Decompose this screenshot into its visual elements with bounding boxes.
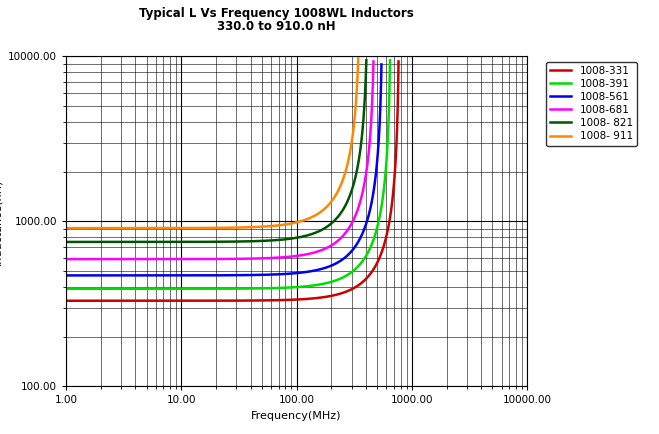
1008-391 [314,282,322,287]
1008-391 [62,286,70,291]
1008- 821 [317,228,325,233]
Line: 1008- 821: 1008- 821 [66,60,366,242]
Y-axis label: Inductance(nH): Inductance(nH) [0,178,3,265]
1008-331 [362,276,370,281]
1008-391 [202,286,210,291]
1008-561 [158,273,165,278]
1008-391 [376,214,384,220]
1008-331 [105,298,113,303]
1008-561 [270,272,278,277]
1008- 911 [62,226,70,231]
1008-331 [138,298,146,303]
1008- 911 [298,218,306,224]
1008-391 [386,58,394,63]
1008-331 [62,298,70,303]
1008-391 [214,286,221,291]
1008- 911 [91,226,99,231]
1008- 911 [315,210,323,216]
1008-331 [395,59,403,64]
1008-681 [196,256,204,262]
Legend: 1008-331, 1008-391, 1008-561, 1008-681, 1008- 821, 1008- 911: 1008-331, 1008-391, 1008-561, 1008-681, … [546,62,637,145]
Text: 330.0 to 910.0 nH: 330.0 to 910.0 nH [217,20,336,33]
Line: 1008-331: 1008-331 [66,62,399,301]
1008-561 [378,62,386,67]
1008- 821 [196,239,204,244]
Line: 1008-391: 1008-391 [66,60,390,289]
1008-391 [252,286,260,291]
1008-561 [62,273,70,278]
1008-681 [370,59,378,64]
1008- 821 [62,239,70,244]
1008- 911 [141,226,149,231]
1008-561 [208,273,215,278]
1008- 911 [243,225,251,230]
1008-331 [324,294,331,299]
Line: 1008-561: 1008-561 [66,64,382,276]
1008-391 [248,286,256,291]
1008-561 [291,271,299,276]
1008-681 [164,256,172,262]
1008-681 [259,256,267,261]
1008-561 [218,273,226,278]
1008-561 [200,273,208,278]
1008- 821 [113,239,121,244]
Text: Typical L Vs Frequency 1008WL Inductors: Typical L Vs Frequency 1008WL Inductors [140,7,414,20]
1008- 821 [362,58,370,63]
X-axis label: Frequency(MHz): Frequency(MHz) [251,411,342,421]
1008- 911 [355,56,362,61]
1008-681 [62,256,70,262]
1008-331 [85,298,93,303]
1008- 821 [96,239,104,244]
1008- 821 [140,239,148,244]
1008- 911 [188,225,196,230]
Line: 1008-681: 1008-681 [66,62,374,259]
1008-681 [210,256,218,262]
1008-681 [166,256,174,262]
Line: 1008- 911: 1008- 911 [66,59,358,228]
1008- 821 [238,239,246,244]
1008-331 [142,298,150,303]
1008-681 [288,254,296,259]
